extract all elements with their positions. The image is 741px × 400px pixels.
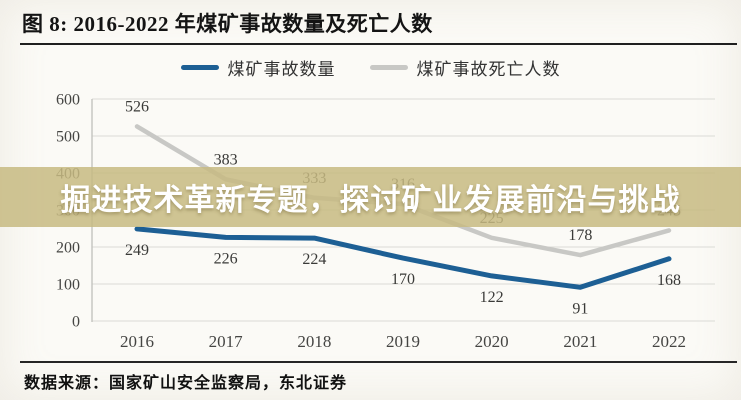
y-tick-label: 100 — [56, 277, 80, 294]
legend-label-deaths: 煤矿事故死亡人数 — [416, 59, 561, 79]
data-label: 383 — [214, 151, 238, 168]
data-label: 178 — [568, 227, 592, 244]
x-tick-label: 2021 — [563, 332, 597, 351]
data-label: 249 — [125, 242, 149, 259]
x-tick-label: 2020 — [475, 332, 509, 351]
data-source: 数据来源：国家矿山安全监察局，东北证券 — [24, 375, 348, 392]
x-tick-label: 2016 — [120, 332, 154, 351]
overlay-banner: 掘进技术革新专题，探讨矿业发展前沿与挑战 — [0, 167, 741, 227]
y-tick-label: 600 — [56, 92, 80, 109]
data-label: 91 — [572, 300, 588, 317]
data-label: 122 — [480, 289, 504, 306]
legend-line-swatch-accidents — [180, 64, 219, 70]
x-tick-label: 2017 — [209, 332, 244, 351]
figure-title: 图 8: 2016-2022 年煤矿事故数量及死亡人数 — [22, 12, 433, 36]
data-label: 170 — [391, 271, 415, 288]
data-label: 224 — [302, 251, 326, 268]
y-tick-label: 0 — [72, 314, 80, 331]
title-divider — [20, 43, 737, 45]
legend-label-accidents: 煤矿事故数量 — [227, 59, 336, 79]
source-divider — [20, 361, 737, 363]
y-tick-label: 500 — [56, 129, 80, 146]
x-tick-label: 2022 — [652, 332, 686, 351]
x-tick-label: 2018 — [297, 332, 331, 351]
data-label: 168 — [657, 272, 681, 289]
data-label: 526 — [125, 98, 149, 115]
legend-line-swatch-deaths — [369, 64, 408, 70]
x-tick-label: 2019 — [386, 332, 420, 351]
y-tick-label: 200 — [56, 240, 80, 257]
data-label: 226 — [214, 250, 238, 267]
overlay-banner-text: 掘进技术革新专题，探讨矿业发展前沿与挑战 — [60, 184, 681, 217]
legend-item-accidents: 煤矿事故数量 — [180, 55, 336, 80]
chart-legend: 煤矿事故数量 煤矿事故死亡人数 — [0, 55, 741, 79]
legend-item-deaths: 煤矿事故死亡人数 — [369, 55, 561, 80]
series-line-accidents — [134, 226, 672, 290]
